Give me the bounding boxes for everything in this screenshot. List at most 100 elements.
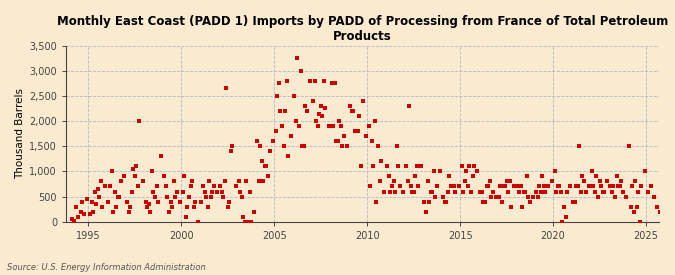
Point [253, 179, 264, 184]
Point [78, 212, 89, 216]
Point [479, 199, 490, 204]
Point [370, 119, 381, 123]
Point [537, 174, 547, 179]
Point [86, 199, 97, 204]
Point [597, 189, 608, 194]
Point [512, 184, 523, 189]
Point [356, 164, 367, 169]
Point [308, 99, 319, 103]
Point [128, 167, 139, 171]
Point [466, 189, 477, 194]
Point [412, 164, 423, 169]
Point [491, 194, 502, 199]
Point [456, 164, 467, 169]
Point [523, 194, 534, 199]
Point [435, 169, 446, 174]
Point [184, 194, 194, 199]
Point [578, 179, 589, 184]
Point [205, 194, 216, 199]
Point [423, 179, 433, 184]
Point [464, 164, 475, 169]
Point [222, 204, 233, 209]
Point [363, 124, 374, 128]
Point [634, 219, 645, 224]
Point [289, 94, 300, 98]
Point [461, 169, 472, 174]
Point [181, 214, 192, 219]
Point [502, 179, 512, 184]
Point [504, 179, 515, 184]
Point [376, 159, 387, 164]
Point [297, 144, 308, 148]
Point [520, 189, 531, 194]
Point [345, 104, 356, 108]
Point [450, 189, 461, 194]
Point [602, 179, 613, 184]
Point [151, 184, 162, 189]
Point [365, 184, 376, 189]
Point [539, 184, 549, 189]
Point [419, 199, 430, 204]
Point [657, 214, 668, 219]
Point [429, 169, 439, 174]
Point [204, 179, 215, 184]
Point [543, 184, 554, 189]
Point [70, 204, 81, 209]
Point [146, 169, 157, 174]
Point [256, 159, 267, 164]
Point [497, 199, 508, 204]
Point [267, 139, 278, 143]
Point [294, 124, 304, 128]
Point [309, 79, 320, 83]
Point [275, 109, 286, 113]
Point [616, 179, 626, 184]
Point [574, 144, 585, 148]
Point [546, 179, 557, 184]
Point [404, 104, 414, 108]
Point [383, 174, 394, 179]
Point [498, 184, 509, 189]
Point [241, 179, 252, 184]
Point [263, 174, 273, 179]
Point [533, 194, 543, 199]
Point [374, 179, 385, 184]
Point [430, 194, 441, 199]
Point [589, 189, 600, 194]
Y-axis label: Thousand Barrels: Thousand Barrels [15, 88, 25, 179]
Point [216, 189, 227, 194]
Point [337, 144, 348, 148]
Point [528, 194, 539, 199]
Point [379, 189, 389, 194]
Point [394, 184, 405, 189]
Point [388, 179, 399, 184]
Point [580, 189, 591, 194]
Point [137, 179, 148, 184]
Point [66, 217, 77, 221]
Point [261, 164, 272, 169]
Point [521, 174, 532, 179]
Point [69, 219, 80, 224]
Point [446, 184, 456, 189]
Point [142, 204, 153, 209]
Point [571, 184, 582, 189]
Point [483, 184, 493, 189]
Point [393, 164, 404, 169]
Point [556, 189, 566, 194]
Point [458, 189, 468, 194]
Point [109, 189, 120, 194]
Point [487, 189, 498, 194]
Point [332, 139, 343, 143]
Point [368, 164, 379, 169]
Point [392, 144, 402, 148]
Point [373, 144, 383, 148]
Point [645, 184, 656, 189]
Point [633, 189, 644, 194]
Point [312, 124, 323, 128]
Point [371, 199, 382, 204]
Point [196, 199, 207, 204]
Point [97, 204, 108, 209]
Point [442, 189, 453, 194]
Point [111, 204, 122, 209]
Point [209, 184, 219, 189]
Point [179, 174, 190, 179]
